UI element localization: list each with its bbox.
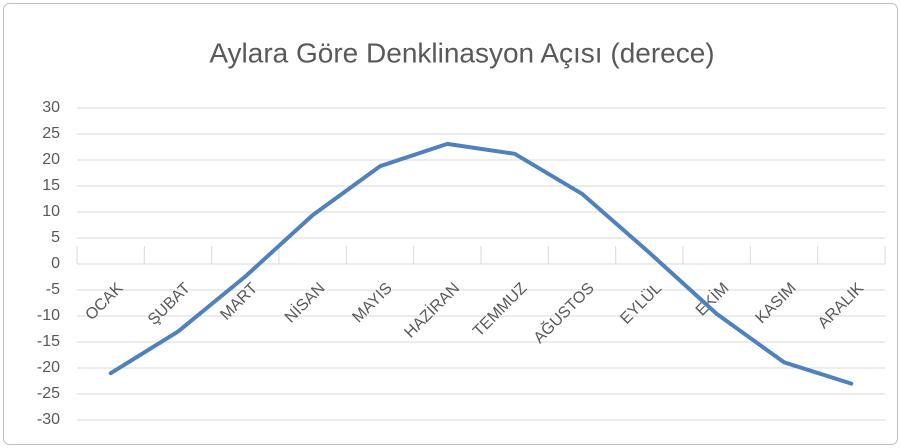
y-tick-label: -20	[37, 359, 60, 376]
y-tick-label: 0	[51, 255, 60, 272]
y-tick-label: 5	[51, 229, 60, 246]
y-tick-label: 20	[42, 151, 60, 168]
chart-title: Aylara Göre Denklinasyon Açısı (derece)	[209, 37, 714, 68]
y-tick-label: 10	[42, 203, 60, 220]
chart-border	[3, 3, 898, 445]
y-tick-label: -15	[37, 333, 60, 350]
line-series	[108, 141, 854, 386]
y-tick-label: 25	[42, 125, 60, 142]
y-tick-label: -5	[46, 281, 60, 298]
y-tick-label: 30	[42, 99, 60, 116]
y-tick-label: -25	[37, 385, 60, 402]
y-tick-label: -10	[37, 307, 60, 324]
y-tick-label: -30	[37, 411, 60, 428]
y-tick-label: 15	[42, 177, 60, 194]
